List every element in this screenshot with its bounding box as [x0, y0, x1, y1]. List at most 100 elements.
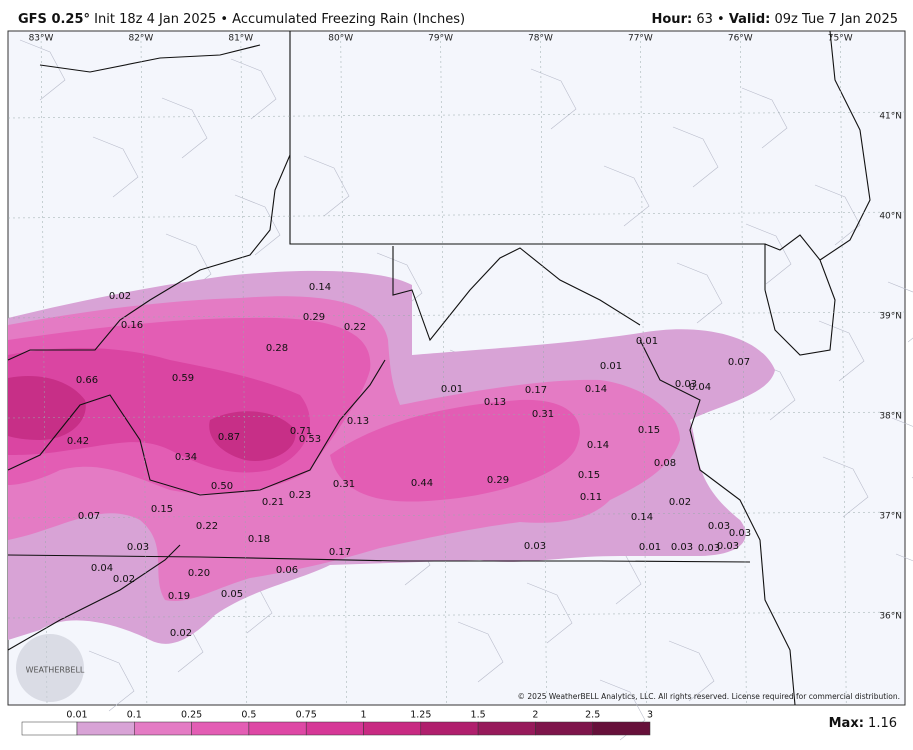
pa-border: [289, 31, 766, 290]
latitude-label: 41°N: [879, 112, 902, 122]
amount-label: 0.14: [631, 512, 653, 523]
amount-label: 0.01: [600, 361, 622, 372]
amount-label: 0.59: [172, 373, 194, 384]
valid-label: Valid:: [729, 12, 771, 27]
latitude-label: 39°N: [879, 312, 902, 322]
hour-value: 63 •: [696, 12, 724, 27]
county-line: [822, 456, 869, 518]
va-nc-border: [7, 554, 751, 563]
amount-label: 0.87: [218, 432, 240, 443]
valid-time: Hour: 63 • Valid: 09z Tue 7 Jan 2025: [652, 12, 899, 27]
longitude-label: 79°W: [428, 34, 453, 44]
county-line: [818, 320, 865, 382]
valid-value: 09z Tue 7 Jan 2025: [775, 12, 899, 27]
county-line: [668, 640, 715, 702]
coast: [639, 339, 796, 706]
max-value: 1.16: [868, 716, 897, 731]
amount-label: 0.15: [638, 425, 660, 436]
longitude-label: 81°W: [228, 34, 253, 44]
longitude-label: 83°W: [29, 34, 54, 44]
colorbar-swatch: [592, 721, 651, 736]
hour-label: Hour:: [652, 12, 693, 27]
point-labels: 0.02 0.14 0.29 0.22 0.16 0.28 0.66 0.59 0.01 0.17…: [67, 282, 751, 639]
colorbar-swatch: [191, 721, 250, 736]
wv-ky-va-border: [7, 359, 386, 496]
lake-erie: [39, 44, 261, 73]
amount-label: 0.20: [188, 568, 210, 579]
county-line: [303, 155, 350, 217]
amount-label: 0.02: [669, 497, 691, 508]
amount-label: 0.03: [717, 541, 739, 552]
meridian: [640, 30, 647, 706]
longitude-label: 77°W: [628, 34, 653, 44]
amount-label: 0.50: [211, 481, 233, 492]
colorbar-label: 2: [532, 710, 538, 721]
meridian: [740, 30, 747, 706]
county-line: [814, 184, 861, 246]
colorbar-swatch: [420, 721, 479, 736]
amount-label: 0.19: [168, 591, 190, 602]
amount-label: 0.03: [729, 528, 751, 539]
amount-label: 0.31: [532, 409, 554, 420]
latitude-label: 40°N: [879, 212, 902, 222]
longitude-label: 82°W: [128, 34, 153, 44]
county-line: [741, 87, 788, 149]
colorbar-swatch: [363, 721, 422, 736]
county-line: [672, 126, 719, 188]
amount-label: 0.06: [276, 565, 298, 576]
wv-md-border: [392, 246, 641, 342]
county-line: [230, 58, 277, 120]
county-line: [88, 650, 135, 712]
max-label: Max:: [829, 716, 864, 731]
amount-label: 0.29: [303, 312, 325, 323]
colorbar-label: 0.1: [127, 710, 142, 721]
amount-label: 0.15: [578, 470, 600, 481]
colorbar-swatch: [305, 721, 364, 736]
amount-label: 0.04: [91, 563, 113, 574]
amount-label: 0.08: [654, 458, 676, 469]
description: Init 18z 4 Jan 2025 • Accumulated Freezi…: [94, 12, 465, 27]
amount-label: 0.07: [728, 357, 750, 368]
meridian: [240, 30, 248, 706]
amount-label: 0.14: [309, 282, 331, 293]
nj-border: [819, 30, 871, 261]
amount-label: 0.14: [587, 440, 609, 451]
longitude-label: 80°W: [328, 34, 353, 44]
amount-label: 0.14: [585, 384, 607, 395]
amount-label: 0.22: [196, 521, 218, 532]
amount-label: 0.02: [170, 628, 192, 639]
colorbar-swatch: [134, 721, 192, 736]
amount-label: 0.01: [441, 384, 463, 395]
colorbar-label: 1: [360, 710, 366, 721]
amount-label: 0.17: [329, 547, 351, 558]
meridian: [140, 30, 148, 706]
county-line: [603, 165, 650, 227]
county-line: [526, 582, 573, 644]
amount-label: 0.44: [411, 478, 433, 489]
amount-label: 0.03: [675, 379, 697, 390]
county-line: [92, 136, 139, 198]
latitude-label: 37°N: [879, 512, 902, 522]
amount-label: 0.03: [127, 542, 149, 553]
meridian: [440, 30, 447, 706]
amount-label: 0.03: [671, 542, 693, 553]
tn-border: [7, 544, 181, 651]
colorbar-label: 2.5: [585, 710, 600, 721]
colorbar-swatch: [21, 721, 78, 736]
amount-label: 0.13: [484, 397, 506, 408]
model: GFS 0.25°: [18, 12, 90, 27]
county-line: [887, 281, 913, 343]
zone-0-75: [8, 376, 296, 461]
colorbar-swatch: [248, 721, 307, 736]
amount-label: 0.22: [344, 322, 366, 333]
amount-label: 0.03: [708, 521, 730, 532]
amount-label: 0.31: [333, 479, 355, 490]
amount-label: 0.21: [262, 497, 284, 508]
amount-label: 0.03: [698, 543, 720, 554]
amount-label: 0.23: [289, 490, 311, 501]
copyright: © 2025 WeatherBELL Analytics, LLC. All r…: [518, 692, 900, 701]
longitude-label: 78°W: [528, 34, 553, 44]
amount-label: 0.07: [78, 511, 100, 522]
colorbar-label: 0.5: [241, 710, 256, 721]
longitude-label: 76°W: [728, 34, 753, 44]
